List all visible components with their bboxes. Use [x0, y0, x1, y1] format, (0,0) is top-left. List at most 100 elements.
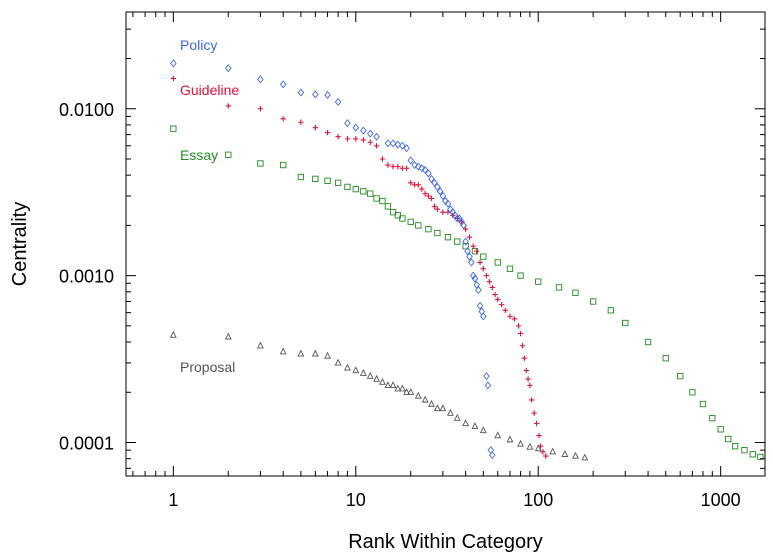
series-label-proposal: Proposal: [180, 359, 235, 375]
proposal-point: [379, 377, 386, 385]
essay-point: [407, 218, 414, 226]
x-axis-label: Rank Within Category: [348, 531, 543, 553]
guideline-point: [480, 266, 487, 272]
essay-point: [257, 160, 264, 167]
guideline-point: [486, 278, 493, 285]
guideline-point: [373, 143, 380, 149]
guideline-point: [379, 156, 386, 162]
essay-point: [749, 451, 756, 458]
guideline-point: [521, 355, 528, 361]
proposal-point: [549, 447, 557, 455]
guideline-point: [440, 209, 446, 215]
essay-point: [373, 195, 380, 202]
essay-point: [399, 215, 406, 222]
essay-point: [425, 225, 432, 233]
essay-point: [741, 446, 748, 454]
guideline-point: [533, 420, 540, 427]
guideline-point: [408, 180, 414, 186]
policy-point: [480, 312, 487, 321]
essay-point: [394, 212, 401, 219]
proposal-point: [366, 371, 374, 379]
guideline-point: [419, 186, 425, 192]
series-label-policy: Policy: [180, 37, 217, 53]
essay-point: [731, 443, 739, 450]
essay-point: [662, 355, 669, 362]
policy-point: [360, 126, 367, 135]
guideline-point: [466, 234, 473, 240]
essay-point: [480, 253, 487, 260]
policy-point: [428, 174, 435, 183]
policy-point: [411, 161, 418, 170]
essay-point: [379, 197, 386, 205]
essay-point: [494, 259, 501, 266]
guideline-point: [403, 165, 410, 171]
guideline-point: [528, 397, 535, 403]
policy-point: [475, 286, 482, 295]
guideline-point: [537, 443, 544, 449]
policy-point: [312, 90, 319, 99]
policy-point: [297, 88, 305, 97]
guideline-point: [415, 182, 421, 188]
essay-point: [444, 234, 452, 241]
policy-point: [460, 221, 467, 230]
guideline-point: [507, 313, 513, 320]
essay-point: [535, 278, 542, 285]
proposal-point: [506, 435, 514, 443]
essay-point: [334, 179, 342, 186]
proposal-point: [428, 399, 435, 407]
essay-point: [709, 414, 716, 422]
proposal-point: [311, 349, 319, 357]
proposal-point: [561, 450, 569, 457]
policy-point: [454, 214, 461, 223]
essay-point: [607, 307, 614, 314]
policy-point: [373, 132, 380, 141]
proposal-point: [256, 341, 264, 349]
x-tick-label: 100: [523, 490, 553, 510]
essay-point: [324, 177, 331, 184]
guideline-point: [477, 259, 483, 266]
plot-frame: [125, 11, 766, 477]
y-axis-label: Centrality: [9, 202, 31, 286]
policy-point: [439, 192, 447, 201]
guideline-point: [335, 134, 341, 140]
proposal-point: [421, 395, 429, 403]
proposal-point: [479, 426, 487, 434]
proposal-point: [352, 366, 360, 374]
essay-point: [757, 453, 764, 461]
policy-point: [394, 140, 402, 149]
data-points: [169, 59, 764, 461]
series-label-essay: Essay: [180, 147, 218, 163]
essay-point: [360, 188, 367, 195]
guideline-point: [428, 195, 435, 202]
guideline-point: [353, 136, 359, 142]
policy-point: [334, 97, 342, 106]
guideline-point: [425, 193, 432, 199]
guideline-point: [543, 453, 549, 459]
proposal-point: [572, 451, 579, 459]
essay-point: [699, 400, 707, 408]
essay-point: [689, 389, 696, 396]
guideline-point: [498, 301, 505, 308]
essay-point: [367, 190, 374, 197]
essay-point: [297, 173, 305, 181]
policy-point: [384, 139, 392, 148]
guideline-point: [422, 190, 428, 197]
essay-point: [225, 151, 232, 158]
guideline-point: [474, 248, 480, 254]
proposal-point: [494, 431, 502, 439]
guideline-point: [531, 410, 537, 416]
guideline-point: [298, 119, 304, 125]
x-tick-label: 1000: [701, 490, 741, 510]
proposal-point: [297, 349, 305, 357]
policy-point: [279, 80, 287, 89]
policy-point: [464, 247, 471, 256]
policy-point: [462, 237, 469, 246]
policy-point: [421, 165, 429, 174]
essay-point: [170, 125, 177, 132]
policy-point: [414, 162, 422, 171]
guideline-point: [523, 367, 529, 374]
policy-point: [225, 64, 232, 73]
policy-point: [389, 139, 397, 148]
guideline-point: [344, 136, 351, 142]
